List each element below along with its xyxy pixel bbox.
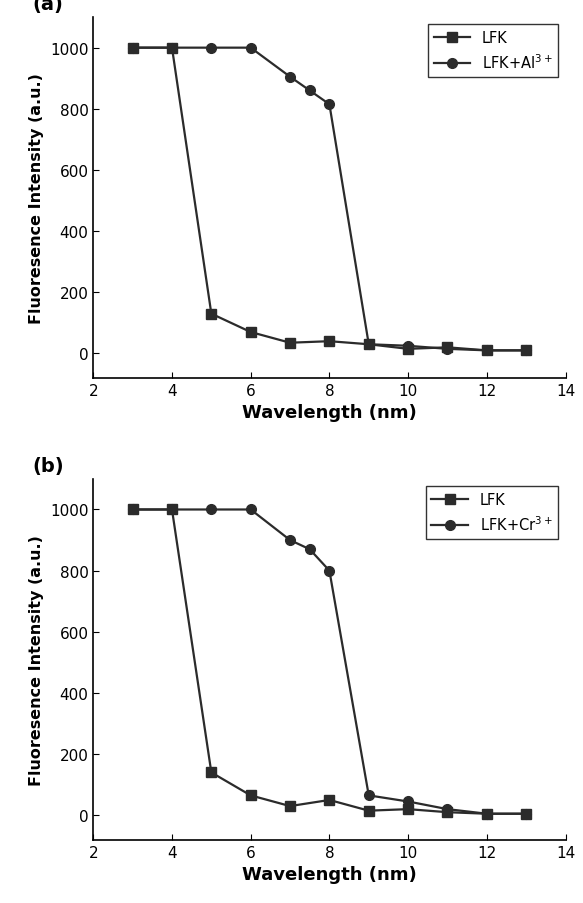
- LFK+Cr$^{3+}$: [286, 535, 293, 546]
- LFK+Al$^{3+}$: [405, 341, 412, 352]
- LFK: [523, 808, 530, 819]
- Legend: LFK, LFK+Cr$^{3+}$: LFK, LFK+Cr$^{3+}$: [426, 487, 558, 539]
- LFK: [326, 337, 333, 348]
- LFK: [208, 309, 215, 320]
- Text: (a): (a): [32, 0, 63, 14]
- LFK+Cr$^{3+}$: [444, 804, 451, 815]
- Line: LFK+Al$^{3+}$: LFK+Al$^{3+}$: [128, 43, 531, 356]
- LFK+Al$^{3+}$: [286, 72, 293, 83]
- LFK: [168, 43, 175, 54]
- Legend: LFK, LFK+Al$^{3+}$: LFK, LFK+Al$^{3+}$: [428, 25, 558, 78]
- Line: LFK+Cr$^{3+}$: LFK+Cr$^{3+}$: [128, 505, 531, 819]
- Line: LFK: LFK: [128, 43, 531, 356]
- LFK: [444, 807, 451, 818]
- Line: LFK: LFK: [128, 505, 531, 819]
- LFK+Al$^{3+}$: [129, 43, 136, 54]
- Text: (b): (b): [32, 457, 64, 476]
- LFK+Al$^{3+}$: [365, 340, 372, 350]
- LFK+Al$^{3+}$: [247, 43, 254, 54]
- LFK: [365, 340, 372, 350]
- LFK+Al$^{3+}$: [483, 346, 490, 357]
- LFK+Cr$^{3+}$: [483, 808, 490, 819]
- LFK: [365, 805, 372, 816]
- Y-axis label: Fluoresence Intensity (a.u.): Fluoresence Intensity (a.u.): [29, 535, 44, 785]
- LFK: [444, 342, 451, 353]
- LFK+Al$^{3+}$: [444, 344, 451, 355]
- LFK: [286, 338, 293, 349]
- LFK: [405, 344, 412, 355]
- LFK+Cr$^{3+}$: [168, 505, 175, 516]
- LFK+Al$^{3+}$: [306, 86, 313, 97]
- LFK: [483, 346, 490, 357]
- LFK: [405, 804, 412, 815]
- LFK: [168, 505, 175, 516]
- LFK+Al$^{3+}$: [523, 346, 530, 357]
- LFK: [523, 346, 530, 357]
- X-axis label: Wavelength (nm): Wavelength (nm): [242, 865, 417, 883]
- LFK+Al$^{3+}$: [326, 99, 333, 110]
- LFK: [483, 808, 490, 819]
- LFK: [286, 801, 293, 812]
- LFK+Cr$^{3+}$: [405, 796, 412, 807]
- LFK+Cr$^{3+}$: [208, 505, 215, 516]
- LFK: [247, 327, 254, 338]
- LFK+Cr$^{3+}$: [247, 505, 254, 516]
- LFK: [129, 505, 136, 516]
- LFK+Cr$^{3+}$: [306, 545, 313, 555]
- LFK: [208, 768, 215, 778]
- LFK+Al$^{3+}$: [208, 43, 215, 54]
- X-axis label: Wavelength (nm): Wavelength (nm): [242, 404, 417, 422]
- LFK+Cr$^{3+}$: [365, 790, 372, 801]
- LFK+Cr$^{3+}$: [523, 808, 530, 819]
- LFK+Al$^{3+}$: [168, 43, 175, 54]
- LFK: [129, 43, 136, 54]
- LFK+Cr$^{3+}$: [326, 565, 333, 576]
- Y-axis label: Fluoresence Intensity (a.u.): Fluoresence Intensity (a.u.): [29, 73, 44, 323]
- LFK+Cr$^{3+}$: [129, 505, 136, 516]
- LFK: [326, 795, 333, 805]
- LFK: [247, 790, 254, 801]
